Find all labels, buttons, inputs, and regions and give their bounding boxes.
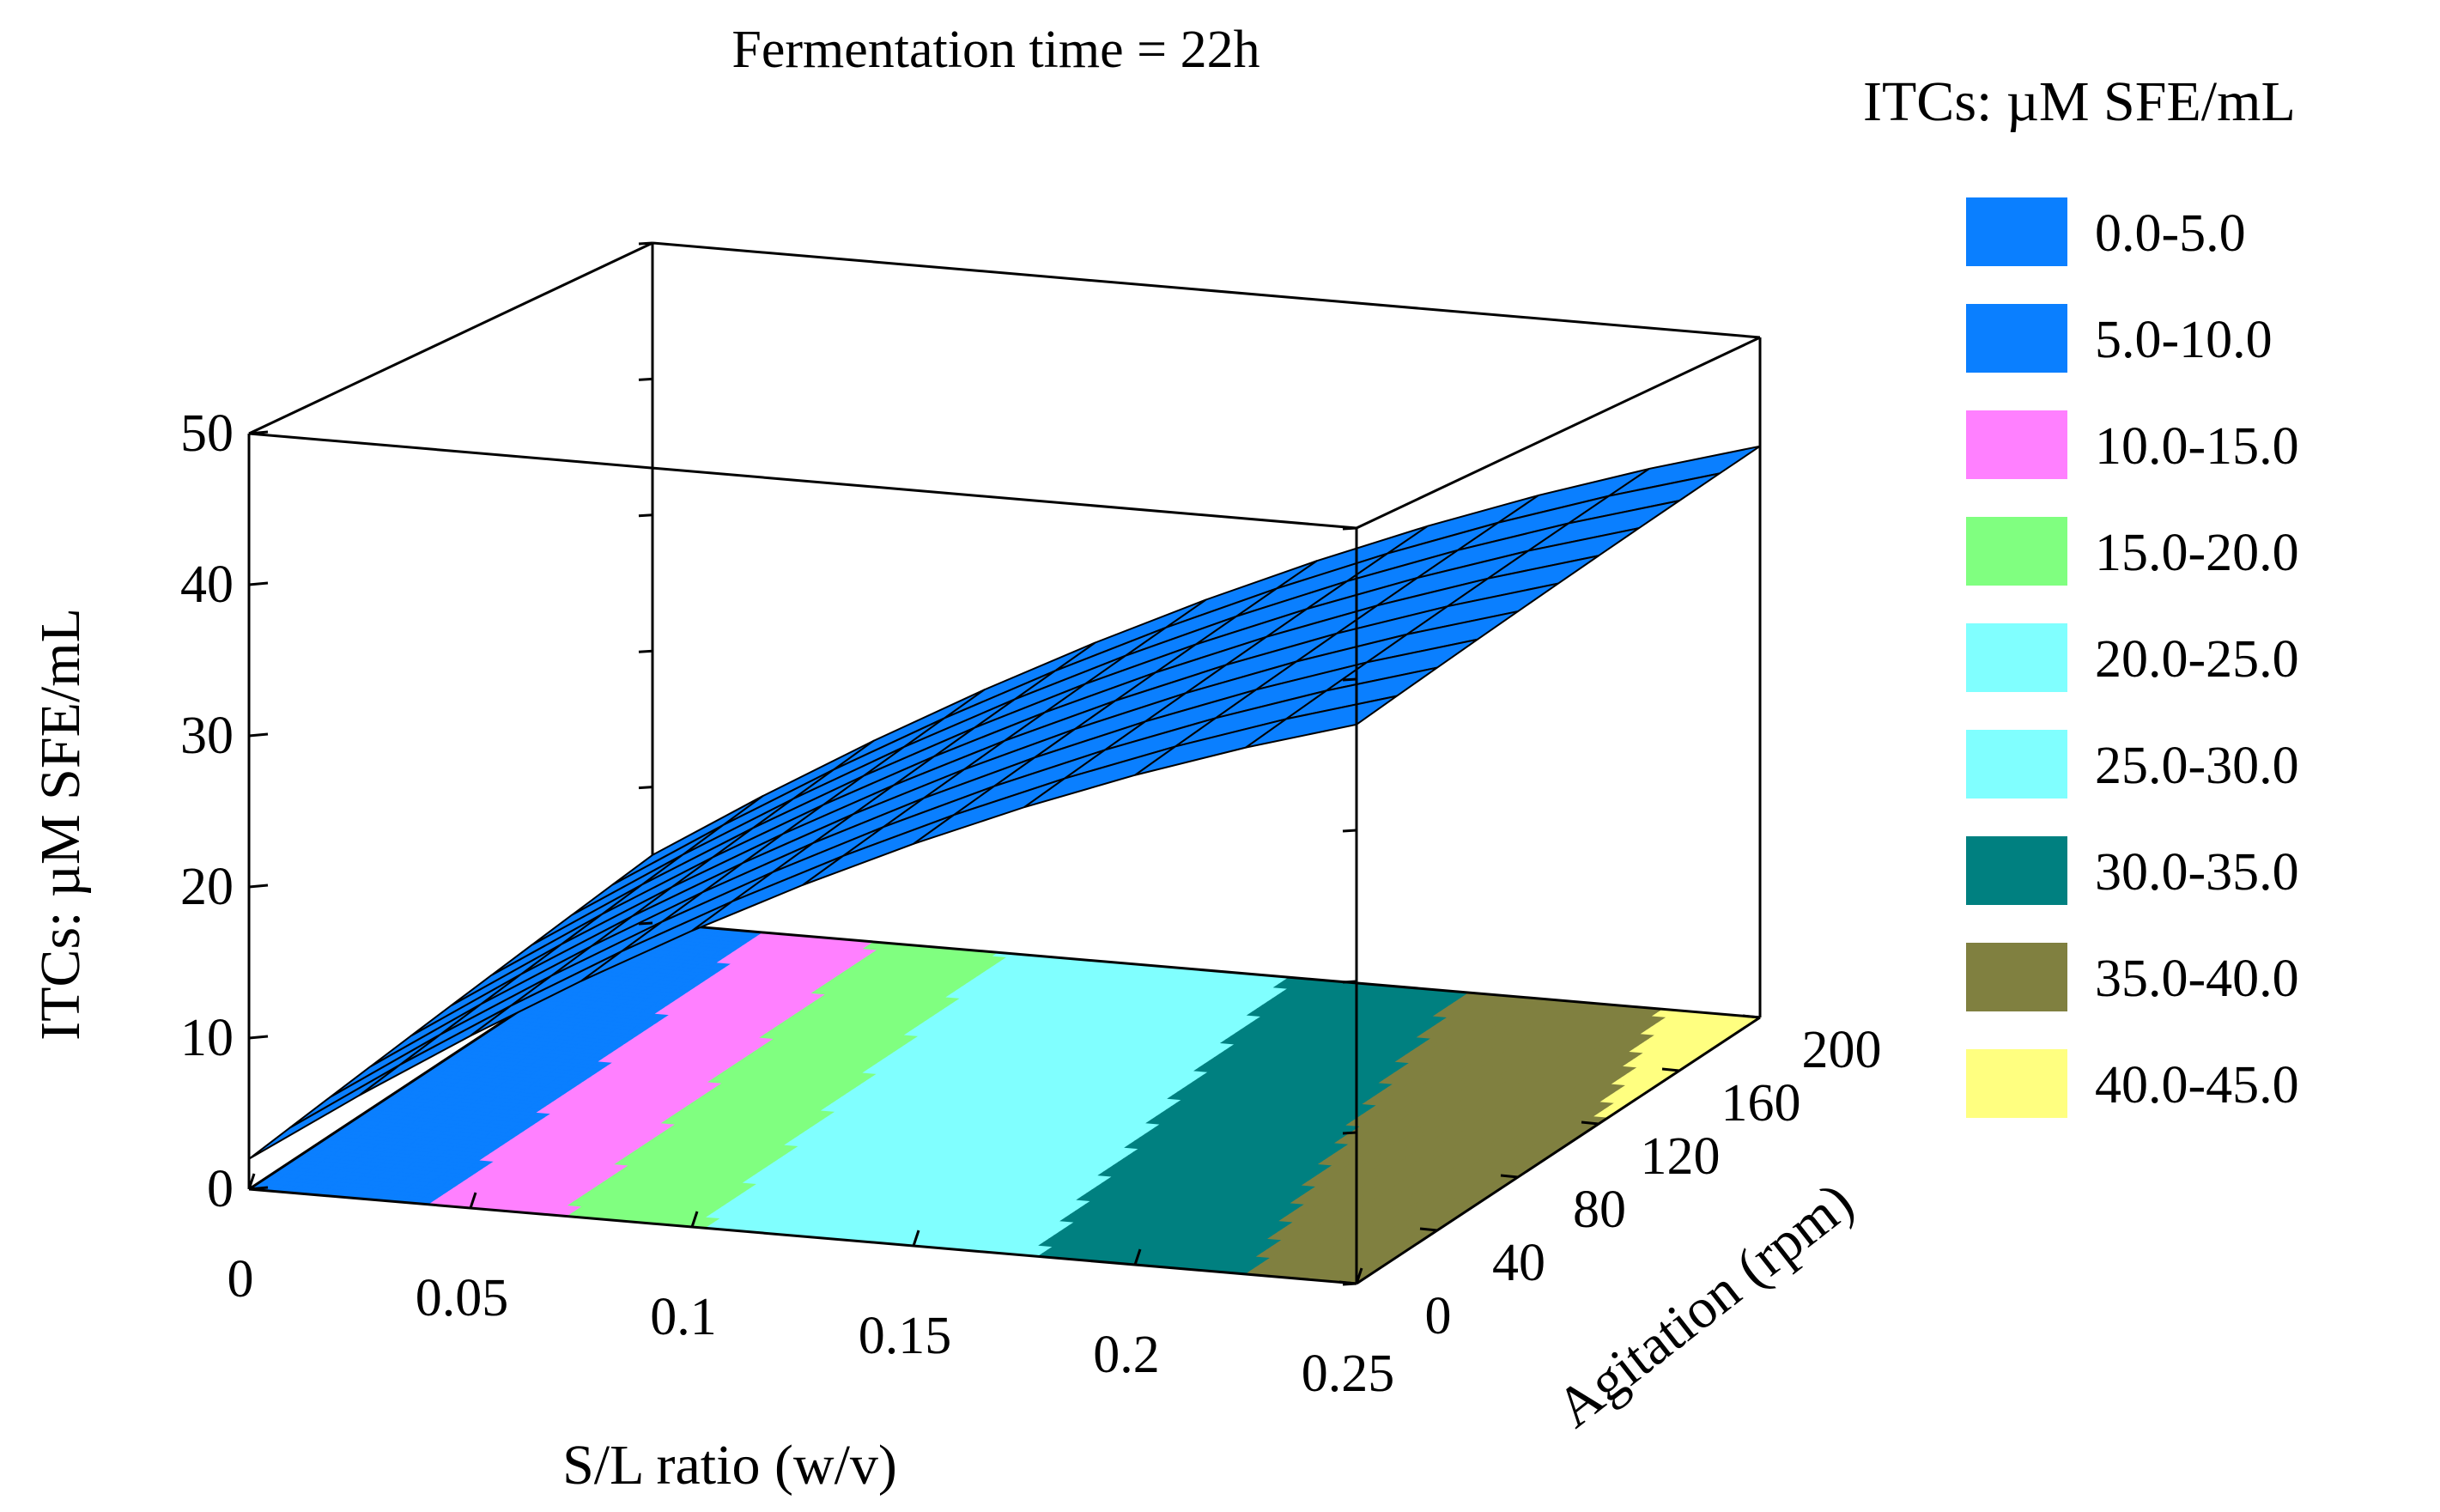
contour-floor [249,923,1762,1284]
chart-title: Fermentation time = 22h [731,21,1259,79]
